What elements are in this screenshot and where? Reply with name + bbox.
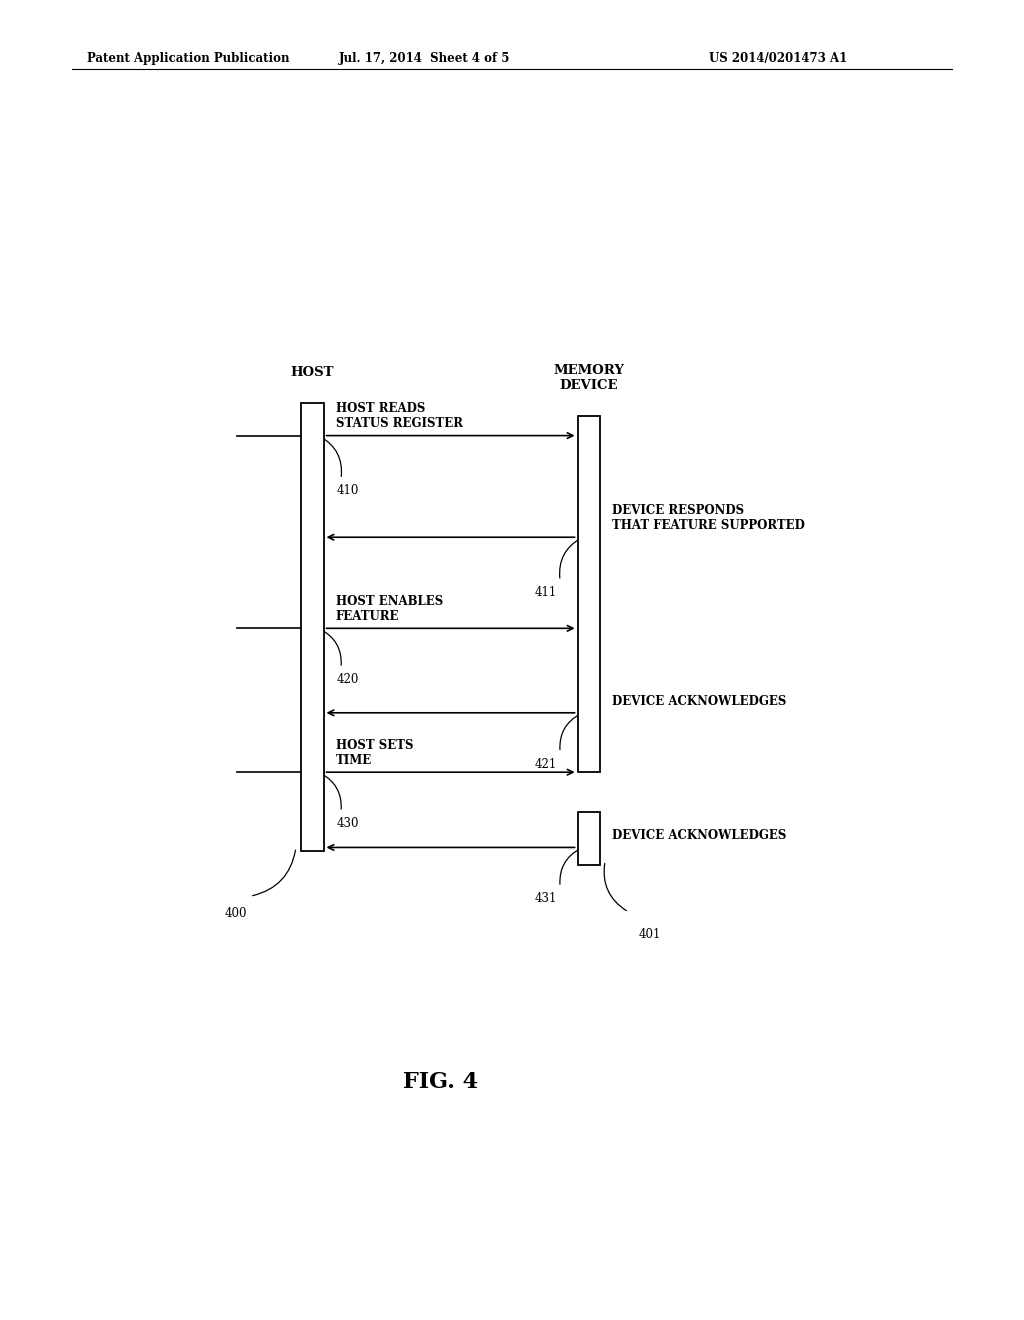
Text: DEVICE RESPONDS
THAT FEATURE SUPPORTED: DEVICE RESPONDS THAT FEATURE SUPPORTED [612,504,805,532]
Bar [301,403,324,851]
Text: 430: 430 [337,817,359,830]
Text: DEVICE ACKNOWLEDGES: DEVICE ACKNOWLEDGES [612,829,786,842]
Text: 431: 431 [535,892,557,906]
Text: HOST READS
STATUS REGISTER: HOST READS STATUS REGISTER [336,403,463,430]
Text: FIG. 4: FIG. 4 [402,1072,478,1093]
Text: 420: 420 [337,673,359,686]
Text: 410: 410 [337,484,359,498]
Bar [578,416,600,772]
Text: 400: 400 [224,907,247,920]
Text: HOST: HOST [291,366,334,379]
Text: 411: 411 [535,586,557,599]
Text: 401: 401 [639,928,662,941]
Text: 421: 421 [535,758,557,771]
Text: HOST ENABLES
FEATURE: HOST ENABLES FEATURE [336,595,443,623]
Text: MEMORY
DEVICE: MEMORY DEVICE [553,364,625,392]
Text: HOST SETS
TIME: HOST SETS TIME [336,739,414,767]
Text: Jul. 17, 2014  Sheet 4 of 5: Jul. 17, 2014 Sheet 4 of 5 [339,51,511,65]
Text: Patent Application Publication: Patent Application Publication [87,51,290,65]
Text: US 2014/0201473 A1: US 2014/0201473 A1 [709,51,848,65]
Bar [578,812,600,865]
Text: DEVICE ACKNOWLEDGES: DEVICE ACKNOWLEDGES [612,694,786,708]
